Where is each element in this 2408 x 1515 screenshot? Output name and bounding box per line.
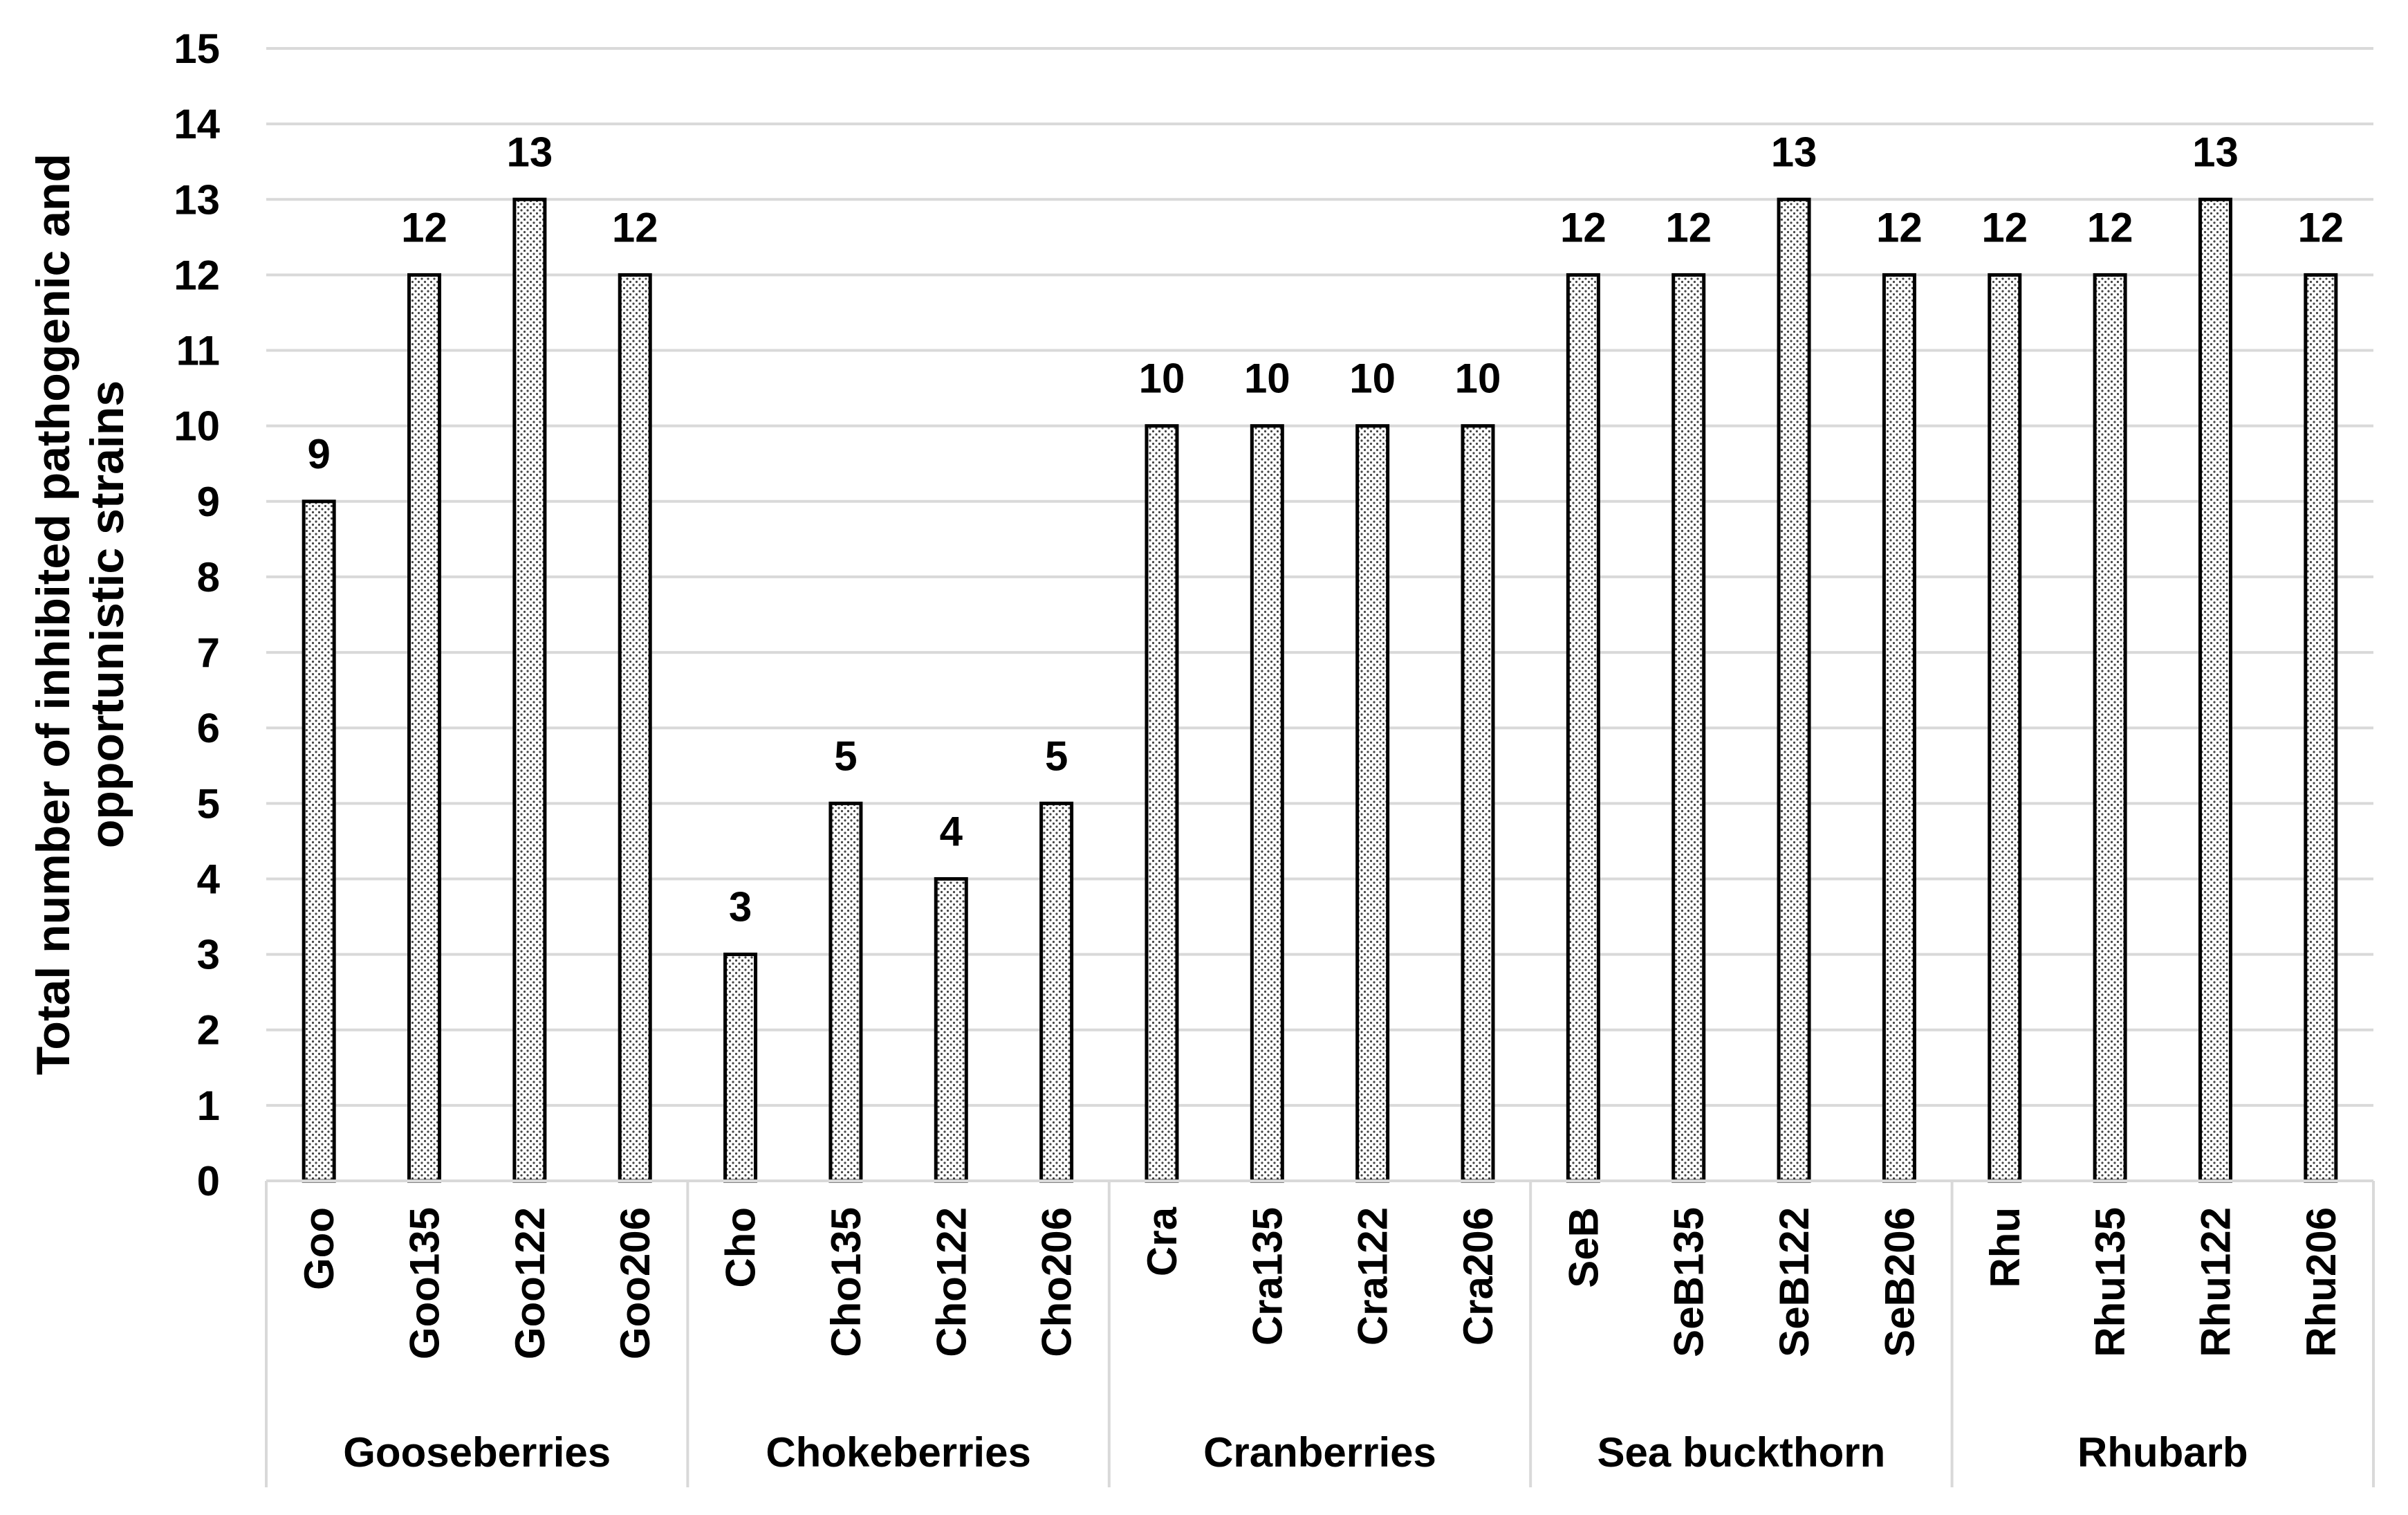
data-label: 4 <box>940 808 963 854</box>
x-tick-label: Goo206 <box>612 1207 658 1359</box>
x-tick-label: Cra122 <box>1350 1207 1396 1346</box>
data-label: 12 <box>1876 204 1923 250</box>
y-tick-label: 2 <box>197 1007 220 1054</box>
x-tick-label: Cra206 <box>1455 1207 1501 1346</box>
y-tick-label: 3 <box>197 932 220 978</box>
x-tick-label: SeB <box>1560 1207 1606 1288</box>
bar-rhu <box>1988 273 2022 1183</box>
x-tick-label: Goo122 <box>507 1207 553 1359</box>
y-tick-label: 11 <box>176 328 220 374</box>
group-label: Chokeberries <box>766 1429 1031 1476</box>
y-tick-label: 14 <box>174 101 220 147</box>
data-label: 12 <box>1560 204 1606 250</box>
data-label: 10 <box>1455 356 1501 402</box>
y-tick-label: 10 <box>174 403 220 450</box>
x-tick-label: SeB206 <box>1876 1207 1923 1357</box>
x-tick-label: SeB122 <box>1771 1207 1817 1357</box>
x-tick-label: Rhu206 <box>2298 1207 2344 1357</box>
y-tick-label: 9 <box>197 479 220 525</box>
x-tick-label: Rhu122 <box>2192 1207 2239 1357</box>
bar-cho135 <box>828 801 863 1183</box>
bar-cra122 <box>1355 424 1390 1183</box>
bar-rhu135 <box>2093 273 2127 1183</box>
data-label: 13 <box>1771 129 1817 175</box>
x-tick-label: Cho122 <box>928 1207 974 1357</box>
bars <box>302 197 2338 1183</box>
y-tick-label: 0 <box>197 1158 220 1204</box>
data-label: 9 <box>307 431 330 477</box>
bar-cho <box>723 953 758 1183</box>
y-tick-label: 4 <box>197 856 221 902</box>
y-tick-label: 15 <box>174 26 220 72</box>
y-tick-label: 6 <box>197 705 220 751</box>
data-label: 13 <box>507 129 553 175</box>
bar-cho122 <box>934 876 968 1183</box>
group-label: Cranberries <box>1203 1429 1436 1476</box>
y-tick-label: 12 <box>174 252 220 298</box>
gridlines <box>266 47 2373 1182</box>
x-tick-label: Cho135 <box>823 1207 869 1357</box>
bar-seb122 <box>1777 197 1811 1183</box>
bar-goo122 <box>512 197 547 1183</box>
x-tick-label: Cho <box>718 1207 764 1288</box>
y-tick-label: 8 <box>197 554 220 600</box>
data-label: 10 <box>1244 356 1290 402</box>
bar-cra <box>1145 424 1179 1183</box>
x-tick-label: Rhu135 <box>2087 1207 2133 1357</box>
data-label: 5 <box>834 733 857 779</box>
group-label: Gooseberries <box>343 1429 611 1476</box>
data-label: 12 <box>612 204 658 250</box>
x-tick-label: SeB135 <box>1666 1207 1712 1357</box>
group-label: Rhubarb <box>2077 1429 2248 1476</box>
data-label: 13 <box>2192 129 2239 175</box>
bar-goo135 <box>407 273 442 1183</box>
bar-seb206 <box>1882 273 1916 1183</box>
data-label: 12 <box>1981 204 2028 250</box>
y-tick-label: 13 <box>174 176 220 223</box>
data-label: 5 <box>1045 733 1068 779</box>
x-tick-label: Goo <box>296 1207 342 1290</box>
group-label: Sea buckthorn <box>1597 1429 1886 1476</box>
x-tick-label: Rhu <box>1982 1207 2028 1288</box>
x-tick-label: Cho206 <box>1034 1207 1080 1357</box>
y-tick-label: 1 <box>197 1083 220 1129</box>
bar-cho206 <box>1039 801 1074 1183</box>
data-label: 12 <box>401 204 447 250</box>
bar-cra135 <box>1250 424 1284 1183</box>
data-label: 10 <box>1139 356 1185 402</box>
y-tick-label: 7 <box>197 630 220 676</box>
x-axis: Goo Goo135 Goo122 Goo206 Gooseberries Cho Cho1… <box>265 1179 2375 1487</box>
bar-seb <box>1566 273 1600 1183</box>
x-tick-label: Goo135 <box>402 1207 448 1359</box>
x-tick-label: Cra <box>1139 1206 1185 1276</box>
bar-goo <box>302 499 336 1183</box>
bar-cra206 <box>1461 424 1495 1183</box>
data-label: 3 <box>729 884 752 930</box>
data-label: 10 <box>1349 356 1396 402</box>
bar-seb135 <box>1671 273 1706 1183</box>
y-axis-label: Total number of inhibited pathogenic and… <box>27 154 133 1075</box>
data-label: 12 <box>2087 204 2133 250</box>
bar-rhu122 <box>2198 197 2232 1183</box>
x-tick-label: Cra135 <box>1244 1207 1290 1346</box>
data-label: 12 <box>2297 204 2344 250</box>
bar-goo206 <box>618 273 652 1183</box>
bar-rhu206 <box>2304 273 2338 1183</box>
data-label: 12 <box>1665 204 1712 250</box>
y-tick-label: 5 <box>197 780 220 827</box>
data-labels: 9 12 13 12 3 5 4 5 10 10 10 10 12 12 13 12 12 12 13 12 <box>307 129 2344 930</box>
